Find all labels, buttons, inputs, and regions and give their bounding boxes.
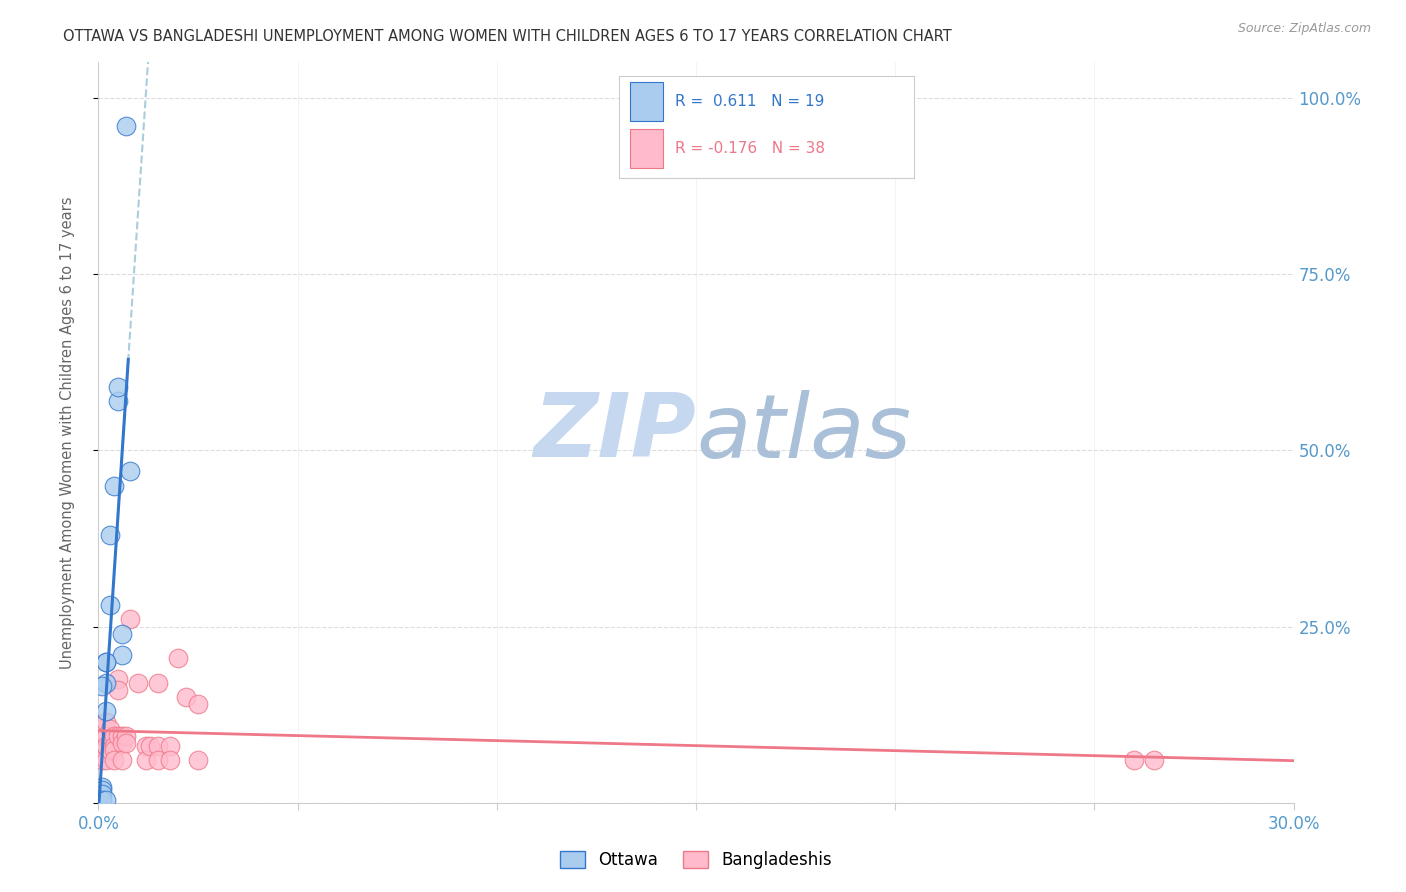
Point: [91, 793, 114, 807]
Point: [111, 736, 134, 750]
Point: [107, 393, 129, 408]
Point: [96, 714, 118, 729]
Point: [111, 648, 134, 662]
Point: [148, 739, 170, 754]
Point: [91, 732, 114, 747]
Point: [148, 676, 170, 690]
Point: [187, 697, 209, 711]
Text: R = -0.176   N = 38: R = -0.176 N = 38: [675, 141, 825, 156]
Point: [167, 651, 190, 665]
Point: [127, 676, 149, 690]
Point: [115, 729, 138, 743]
Point: [107, 380, 129, 394]
Point: [107, 673, 129, 687]
Text: atlas: atlas: [696, 390, 911, 475]
Point: [96, 729, 118, 743]
Point: [98, 599, 122, 613]
Text: ZIP: ZIP: [533, 389, 696, 476]
Point: [91, 780, 114, 795]
Point: [96, 655, 118, 669]
Point: [111, 729, 134, 743]
Point: [98, 528, 122, 542]
Point: [111, 626, 134, 640]
Y-axis label: Unemployment Among Women with Children Ages 6 to 17 years: Unemployment Among Women with Children A…: [60, 196, 75, 669]
Point: [96, 754, 118, 768]
Point: [135, 754, 157, 768]
Text: R =  0.611   N = 19: R = 0.611 N = 19: [675, 94, 824, 109]
Point: [91, 754, 114, 768]
Point: [111, 754, 134, 768]
Point: [103, 754, 125, 768]
Point: [107, 683, 129, 698]
Point: [103, 478, 125, 492]
Point: [103, 729, 125, 743]
Bar: [630, 129, 664, 168]
Point: [96, 704, 118, 718]
Point: [174, 690, 197, 704]
Point: [91, 788, 114, 802]
Bar: [630, 82, 664, 121]
Point: [96, 793, 118, 807]
Point: [98, 722, 122, 736]
Point: [96, 676, 118, 690]
Point: [120, 612, 142, 626]
Point: [1143, 754, 1166, 768]
Point: [103, 743, 125, 757]
Point: [187, 754, 209, 768]
Point: [91, 783, 114, 797]
Point: [107, 729, 129, 743]
Point: [159, 739, 181, 754]
Point: [91, 747, 114, 761]
Point: [98, 736, 122, 750]
Point: [1123, 754, 1146, 768]
Point: [96, 655, 118, 669]
Point: [159, 754, 181, 768]
Text: OTTAWA VS BANGLADESHI UNEMPLOYMENT AMONG WOMEN WITH CHILDREN AGES 6 TO 17 YEARS : OTTAWA VS BANGLADESHI UNEMPLOYMENT AMONG…: [63, 29, 952, 44]
Point: [103, 739, 125, 754]
Point: [91, 680, 114, 694]
Point: [115, 119, 138, 133]
Legend: Ottawa, Bangladeshis: Ottawa, Bangladeshis: [553, 845, 839, 876]
Point: [98, 743, 122, 757]
Point: [115, 736, 138, 750]
Text: Source: ZipAtlas.com: Source: ZipAtlas.com: [1237, 22, 1371, 36]
Point: [120, 464, 142, 478]
Point: [139, 739, 162, 754]
Point: [135, 739, 157, 754]
Point: [91, 722, 114, 736]
Point: [148, 754, 170, 768]
Point: [96, 739, 118, 754]
